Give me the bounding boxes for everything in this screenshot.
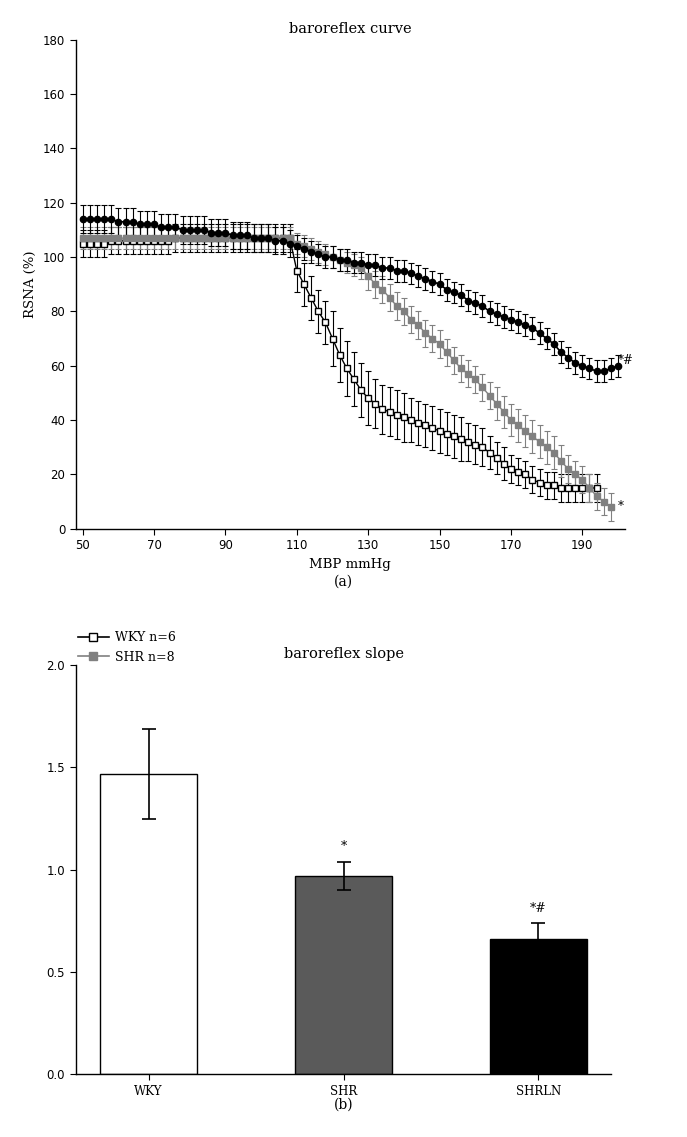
Text: *#: *# [530,902,547,915]
Bar [490,939,587,1074]
X-axis label: MBP mmHg: MBP mmHg [310,557,391,571]
Y-axis label: RSNA (%): RSNA (%) [24,250,37,318]
Text: (b): (b) [334,1098,353,1112]
Text: (a): (a) [334,574,353,588]
Title: baroreflex slope: baroreflex slope [284,647,403,662]
Text: *#: *# [618,354,634,367]
Bar [100,773,197,1074]
Title: baroreflex curve: baroreflex curve [289,22,412,36]
Bar [295,875,392,1074]
Legend: WKY n=6, SHR n=8, SHR L-NAME n=10: WKY n=6, SHR n=8, SHR L-NAME n=10 [73,626,247,688]
Text: *: * [340,840,347,854]
Text: *: * [618,500,624,514]
